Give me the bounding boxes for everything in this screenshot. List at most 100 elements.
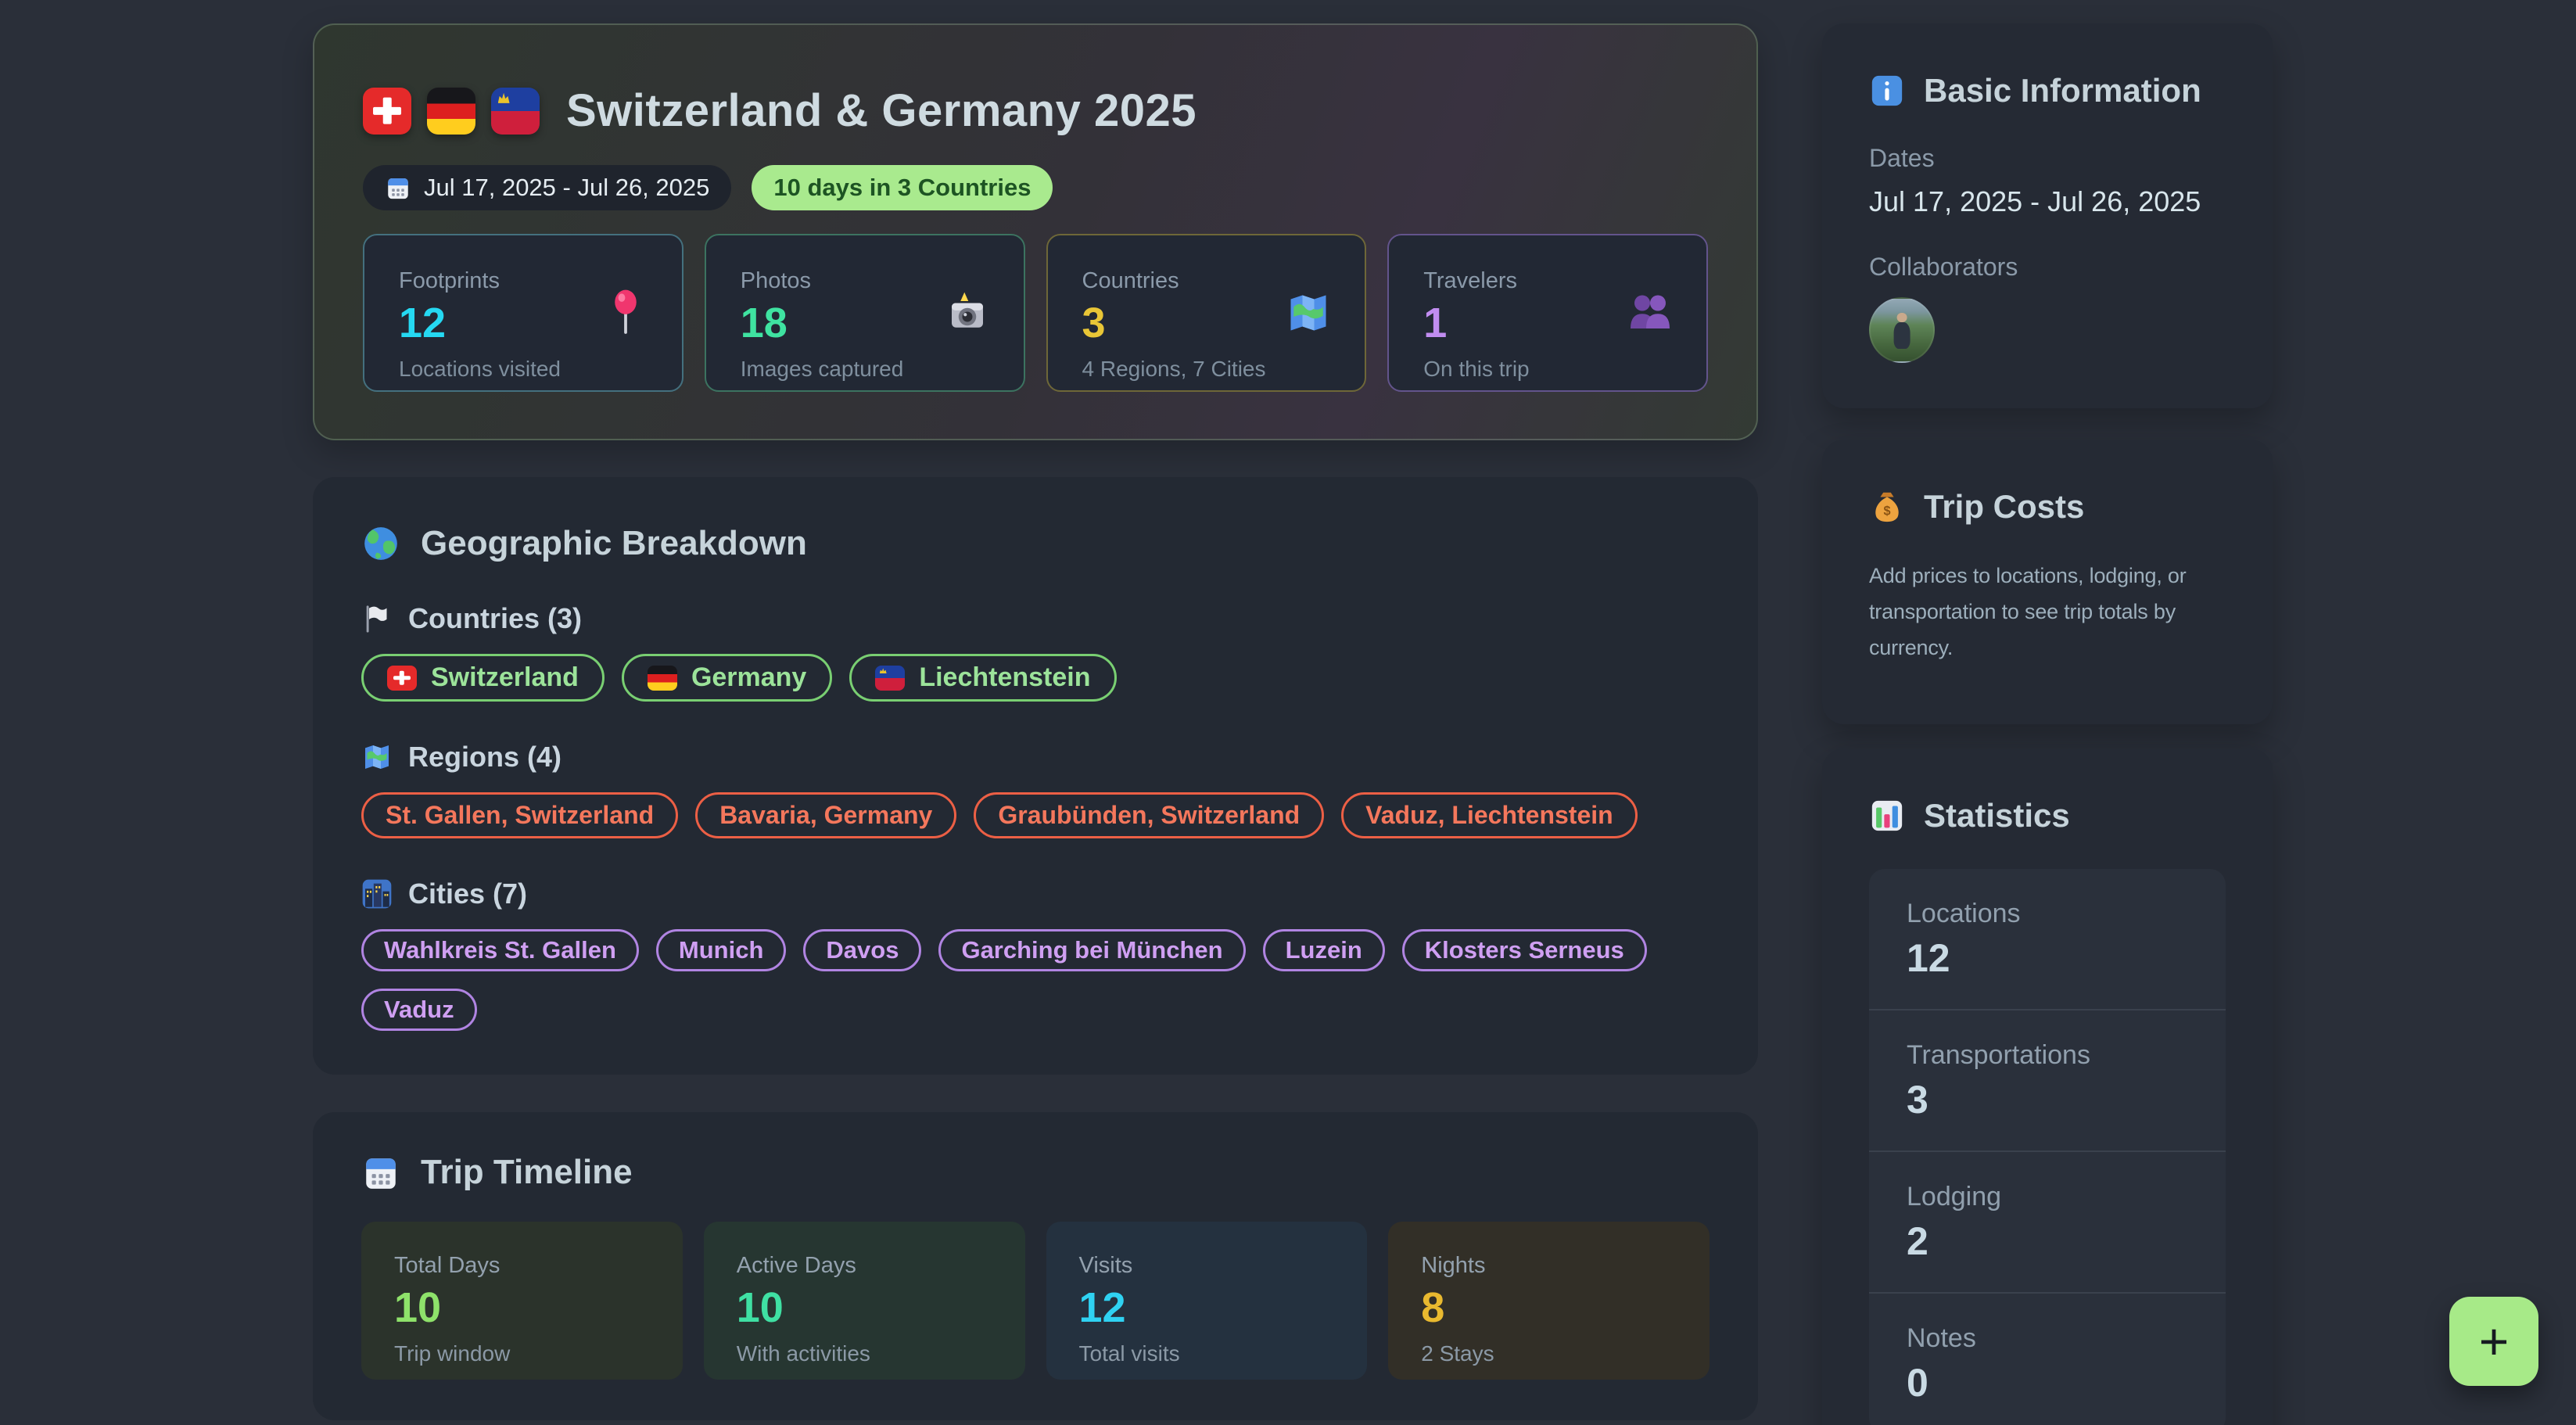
date-range-label: Jul 17, 2025 - Jul 26, 2025 bbox=[424, 174, 710, 201]
stat-label: Countries bbox=[1082, 268, 1179, 293]
collaborators-label: Collaborators bbox=[1869, 253, 2018, 281]
chip-label: St. Gallen, Switzerland bbox=[386, 801, 655, 829]
statistics-row-label: Locations bbox=[1907, 899, 2021, 928]
statistics-row-value: 2 bbox=[1907, 1219, 1928, 1263]
basic-information-heading: Basic Information bbox=[1869, 72, 2226, 109]
trip-header-card: Switzerland & Germany 2025 Jul 17, 2025 … bbox=[313, 23, 1758, 440]
chip-label: Vaduz, Liechtenstein bbox=[1365, 801, 1613, 829]
chip-luzein: Luzein bbox=[1262, 929, 1385, 971]
regions-chip-row: St. Gallen, Switzerland Bavaria, Germany G… bbox=[361, 792, 1710, 838]
flag-germany-icon bbox=[647, 665, 677, 691]
timeline-card-visits: Visits 12 Total visits bbox=[1046, 1222, 1368, 1380]
geographic-breakdown-title: Geographic Breakdown bbox=[421, 524, 807, 562]
statistics-row-value: 3 bbox=[1907, 1078, 1928, 1122]
add-button[interactable]: + bbox=[2449, 1297, 2538, 1386]
chip-label: Bavaria, Germany bbox=[719, 801, 933, 829]
timeline-card-sub: Total visits bbox=[1078, 1341, 1180, 1366]
stat-card-photos: Photos 18 Images captured bbox=[704, 234, 1025, 392]
stat-card-countries: Countries 3 4 Regions, 7 Cities bbox=[1046, 234, 1367, 392]
timeline-card-sub: Trip window bbox=[394, 1341, 511, 1366]
bar-chart-icon bbox=[1869, 798, 1905, 834]
geographic-groups: Countries (3) Switzerland Germany Liechtens… bbox=[361, 602, 1710, 1031]
countries-chip-row: Switzerland Germany Liechtenstein bbox=[361, 654, 1710, 702]
statistics-row-notes: Notes 0 bbox=[1869, 1292, 2226, 1425]
trip-title-row: Switzerland & Germany 2025 bbox=[363, 84, 1708, 137]
stat-label: Photos bbox=[740, 268, 812, 293]
chip-switzerland: Switzerland bbox=[361, 654, 605, 702]
chip-munich: Munich bbox=[655, 929, 787, 971]
chip-davos: Davos bbox=[803, 929, 922, 971]
group-regions: Regions (4) St. Gallen, Switzerland Bavari… bbox=[361, 741, 1710, 838]
chip-label: Switzerland bbox=[431, 662, 579, 692]
collaborator-avatar[interactable] bbox=[1869, 297, 1935, 363]
timeline-card-value: 8 bbox=[1421, 1284, 1445, 1331]
chip-label: Garching bei München bbox=[961, 936, 1223, 964]
chip-label: Germany bbox=[691, 662, 807, 692]
trip-costs-title: Trip Costs bbox=[1924, 488, 2085, 525]
chip-liechtenstein: Liechtenstein bbox=[849, 654, 1117, 702]
chip-graub-nden-switzerland: Graubünden, Switzerland bbox=[974, 792, 1325, 838]
duration-badge: 10 days in 3 Countries bbox=[752, 165, 1053, 210]
statistics-title: Statistics bbox=[1924, 797, 2070, 834]
pin-icon bbox=[602, 289, 649, 336]
chip-label: Liechtenstein bbox=[919, 662, 1091, 692]
calendar-icon bbox=[385, 174, 411, 201]
timeline-card-sub: 2 Stays bbox=[1421, 1341, 1494, 1366]
group-countries: Countries (3) Switzerland Germany Liechtens… bbox=[361, 602, 1710, 702]
stat-card-footprints: Footprints 12 Locations visited bbox=[363, 234, 683, 392]
trip-stats-row: Footprints 12 Locations visited Photos 18 Ima… bbox=[363, 234, 1708, 392]
svg-text:$: $ bbox=[1883, 504, 1890, 519]
group-label-countries: Countries (3) bbox=[361, 602, 1710, 635]
calendar-icon bbox=[361, 1153, 400, 1192]
chip-germany: Germany bbox=[621, 654, 833, 702]
timeline-card-total-days: Total Days 10 Trip window bbox=[361, 1222, 683, 1380]
sidebar: Basic Information Dates Jul 17, 2025 - J… bbox=[1822, 23, 2273, 1425]
trip-costs-card: $ Trip Costs Add prices to locations, lo… bbox=[1822, 440, 2273, 724]
chip-label: Luzein bbox=[1285, 936, 1362, 964]
flag-switzerland-icon bbox=[363, 87, 411, 135]
stat-value: 18 bbox=[740, 300, 788, 346]
cities-chip-row: Wahlkreis St. Gallen Munich Davos Garching … bbox=[361, 929, 1710, 1031]
flag-liechtenstein-icon bbox=[875, 665, 906, 691]
timeline-card-label: Active Days bbox=[736, 1253, 856, 1278]
globe-icon bbox=[361, 524, 400, 563]
dates-label: Dates bbox=[1869, 144, 1935, 172]
chip-vaduz: Vaduz bbox=[361, 989, 477, 1031]
main-column: Switzerland & Germany 2025 Jul 17, 2025 … bbox=[313, 23, 1758, 1425]
chip-bavaria-germany: Bavaria, Germany bbox=[695, 792, 957, 838]
group-label-cities: Cities (7) bbox=[361, 878, 1710, 910]
statistics-row-label: Lodging bbox=[1907, 1182, 2002, 1211]
countries-count-label: Countries (3) bbox=[408, 602, 583, 634]
date-range-badge: Jul 17, 2025 - Jul 26, 2025 bbox=[363, 165, 732, 210]
basic-information-card: Basic Information Dates Jul 17, 2025 - J… bbox=[1822, 23, 2273, 408]
group-cities: Cities (7) Wahlkreis St. Gallen Munich Davo… bbox=[361, 878, 1710, 1031]
chip-garching-bei-m-nchen: Garching bei München bbox=[938, 929, 1246, 971]
statistics-row-label: Transportations bbox=[1907, 1040, 2090, 1070]
timeline-card-value: 12 bbox=[1078, 1284, 1126, 1331]
chip-klosters-serneus: Klosters Serneus bbox=[1401, 929, 1647, 971]
regions-count-label: Regions (4) bbox=[408, 741, 562, 773]
trip-timeline-section: Trip Timeline Total Days 10 Trip window Act… bbox=[313, 1112, 1758, 1420]
country-flags bbox=[363, 87, 555, 135]
basic-information-title: Basic Information bbox=[1924, 72, 2201, 109]
camera-icon bbox=[944, 289, 991, 336]
stat-value: 1 bbox=[1423, 300, 1448, 346]
white-flag-icon bbox=[361, 603, 393, 634]
cities-count-label: Cities (7) bbox=[408, 878, 528, 910]
statistics-row-transportations: Transportations 3 bbox=[1869, 1009, 2226, 1150]
flag-switzerland-icon bbox=[387, 665, 417, 691]
statistics-card: Statistics Locations 12 Transportations 3 Lo… bbox=[1822, 748, 2273, 1425]
timeline-card-active-days: Active Days 10 With activities bbox=[703, 1222, 1025, 1380]
chip-label: Graubünden, Switzerland bbox=[998, 801, 1301, 829]
trip-badges-row: Jul 17, 2025 - Jul 26, 2025 10 days in 3… bbox=[363, 165, 1708, 210]
stat-label: Footprints bbox=[399, 268, 500, 293]
chip-wahlkreis-st-gallen: Wahlkreis St. Gallen bbox=[361, 929, 639, 971]
stat-value: 3 bbox=[1082, 300, 1106, 346]
statistics-heading: Statistics bbox=[1869, 797, 2226, 835]
chip-st-gallen-switzerland: St. Gallen, Switzerland bbox=[361, 792, 679, 838]
chip-label: Vaduz bbox=[384, 996, 454, 1023]
chip-label: Klosters Serneus bbox=[1424, 936, 1624, 964]
statistics-row-value: 12 bbox=[1907, 936, 1950, 980]
chip-vaduz-liechtenstein: Vaduz, Liechtenstein bbox=[1341, 792, 1638, 838]
